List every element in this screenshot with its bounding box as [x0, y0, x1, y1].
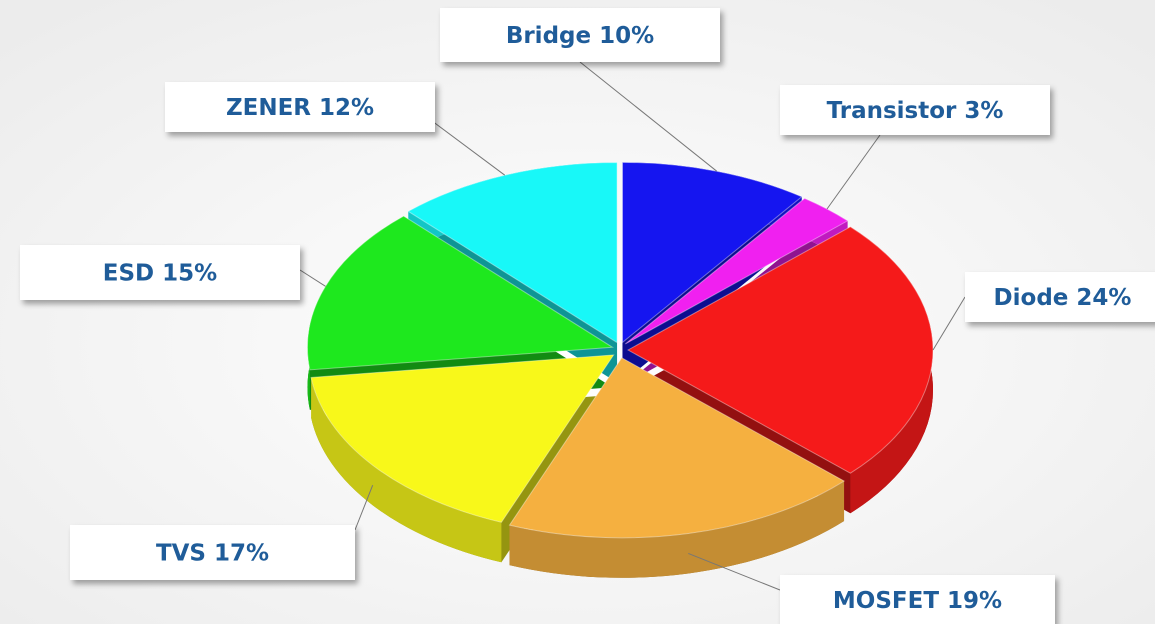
slice-side: [311, 377, 502, 563]
slice: [624, 197, 849, 345]
pie: [307, 161, 934, 578]
category-name: Bridge: [506, 23, 591, 49]
slice-side: [509, 481, 845, 578]
value-label: 10%: [599, 23, 654, 49]
slice-label: ZENER 12%: [226, 95, 374, 121]
value-label: 15%: [162, 260, 217, 286]
value-label: 12%: [319, 95, 374, 121]
slice-label: ESD 15%: [103, 260, 217, 286]
label-box: [165, 82, 435, 132]
leader-line: [354, 485, 374, 531]
label-box: [440, 8, 720, 62]
category-name: ZENER: [226, 95, 311, 121]
leader-line: [826, 134, 881, 210]
value-label: 3%: [964, 98, 1003, 124]
leader-line: [932, 296, 966, 351]
value-label: 17%: [214, 540, 269, 566]
leader-line: [299, 269, 326, 287]
category-name: ESD: [103, 260, 154, 286]
slice-label: Bridge 10%: [506, 23, 654, 49]
value-label: 24%: [1076, 285, 1131, 311]
label-box: [780, 85, 1050, 135]
label-box: [965, 272, 1155, 322]
slice: [307, 215, 615, 371]
slice-label: Diode 24%: [994, 285, 1132, 311]
leader-line: [579, 61, 718, 172]
leader-line: [688, 553, 781, 591]
value-label: 19%: [947, 588, 1002, 614]
slice: [310, 354, 615, 523]
slice-label: TVS 17%: [156, 540, 269, 566]
labels: Bridge 10% Transistor 3% Diode 24% MOSFET 19% TV…: [20, 8, 1155, 624]
slice: [626, 226, 934, 474]
category-name: MOSFET: [833, 588, 939, 614]
slice-label: Transistor 3%: [827, 98, 1004, 124]
slice-label: MOSFET 19%: [833, 588, 1002, 614]
category-name: Transistor: [827, 98, 957, 124]
label-box: [780, 575, 1055, 624]
label-box: [70, 525, 355, 580]
slice: [508, 357, 846, 539]
label-box: [20, 245, 300, 300]
category-name: Diode: [994, 285, 1069, 311]
category-name: TVS: [156, 540, 206, 566]
